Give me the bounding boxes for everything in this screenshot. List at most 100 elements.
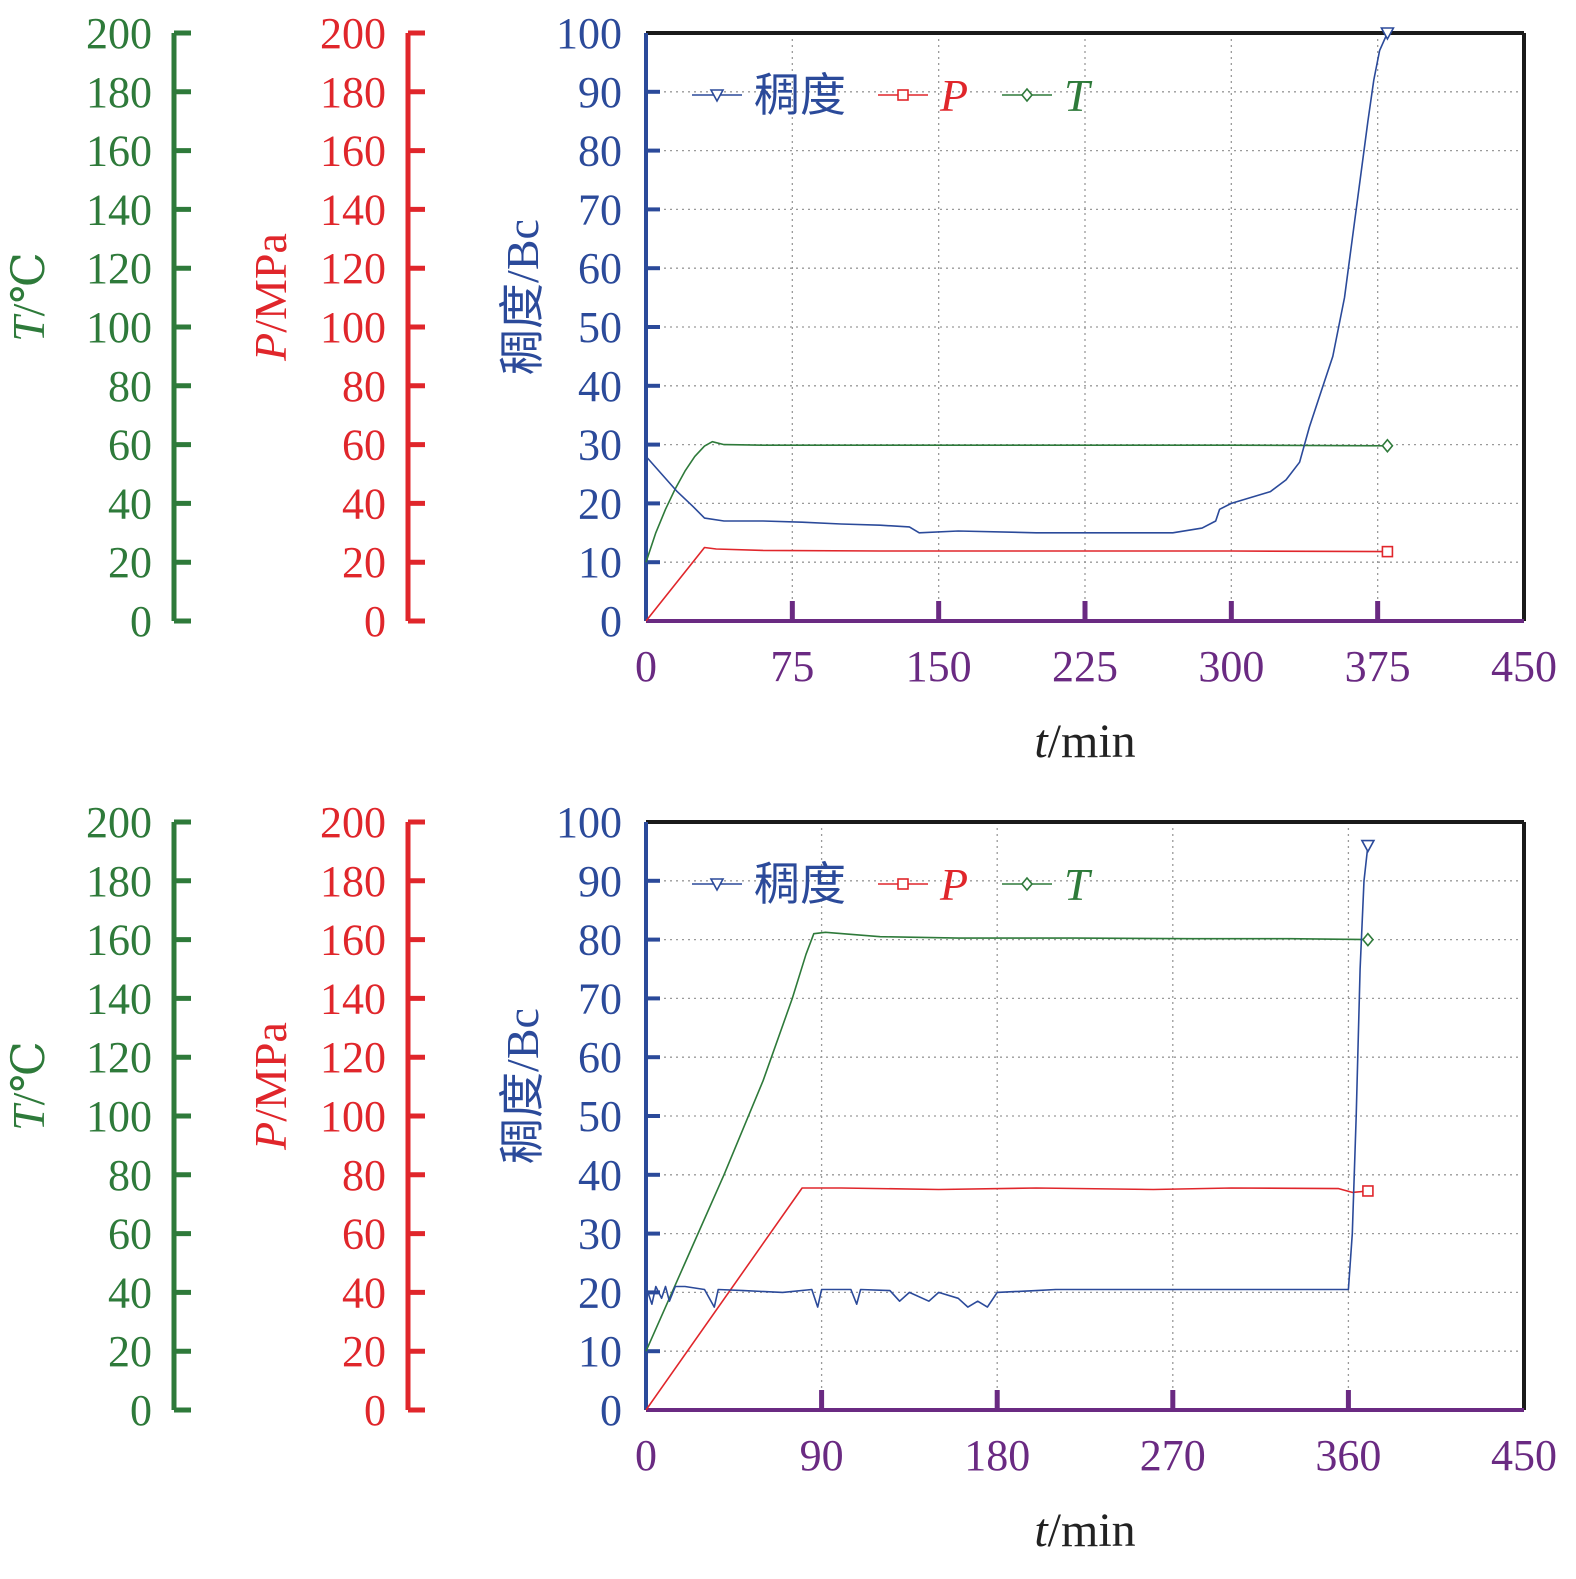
pressure-tick-label: 40 xyxy=(342,1268,386,1317)
temperature-tick-label: 160 xyxy=(86,916,152,965)
consistency-tick-label: 40 xyxy=(578,1151,622,1200)
temperature-tick-label: 200 xyxy=(86,798,152,847)
temperature-axis-title-unit: /℃ xyxy=(3,1041,54,1105)
consistency-tick-label: 60 xyxy=(578,244,622,293)
x-tick-label: 450 xyxy=(1491,642,1557,691)
pressure-tick-label: 160 xyxy=(320,127,386,176)
series-line-temperature xyxy=(645,440,1388,563)
pressure-tick-label: 120 xyxy=(320,1033,386,1082)
consistency-tick-label: 60 xyxy=(578,1033,622,1082)
x-tick-label: 75 xyxy=(770,642,814,691)
x-axis-title: t/min xyxy=(1034,1504,1135,1557)
pressure-tick-label: 60 xyxy=(342,1210,386,1259)
temperature-axis-title: T/℃ xyxy=(3,252,54,342)
legend-marker-pressure xyxy=(897,89,909,101)
x-tick-label: 375 xyxy=(1345,642,1411,691)
chart-panel-2: 0 90 180 270 360 450 t/min 0 10 20 30 40 50 60 70 80 90 1… xyxy=(3,798,1557,1557)
consistency-tick-label: 50 xyxy=(578,303,622,352)
temperature-tick-label: 80 xyxy=(108,1151,152,1200)
series-line-pressure xyxy=(645,1187,1368,1411)
temperature-tick-label: 0 xyxy=(130,597,152,646)
x-tick-label: 180 xyxy=(964,1431,1030,1480)
pressure-tick-label: 80 xyxy=(342,362,386,411)
temperature-tick-label: 40 xyxy=(108,479,152,528)
temperature-tick-label: 20 xyxy=(108,538,152,587)
consistency-tick-label: 70 xyxy=(578,974,622,1023)
x-tick-label: 150 xyxy=(906,642,972,691)
legend-label-temperature: T xyxy=(1064,859,1093,910)
consistency-axis-title-name: 稠度 xyxy=(497,283,548,375)
series-end-marker-pressure xyxy=(1381,545,1394,558)
temperature-tick-label: 80 xyxy=(108,362,152,411)
temperature-axis-title: T/℃ xyxy=(3,1041,54,1131)
pressure-tick-label: 100 xyxy=(320,303,386,352)
chart-panel-1: 0 75 150 225 300 375 450 t/min 0 10 20 30 40 50 60 70 80… xyxy=(3,9,1557,768)
series-end-marker-temperature xyxy=(1361,932,1374,947)
consistency-tick-label: 70 xyxy=(578,185,622,234)
consistency-tick-label: 80 xyxy=(578,916,622,965)
pressure-tick-label: 80 xyxy=(342,1151,386,1200)
pressure-axis-title-symbol: P xyxy=(245,333,296,362)
temperature-tick-label: 0 xyxy=(130,1386,152,1435)
x-axis-title: t/min xyxy=(1034,715,1135,768)
temperature-tick-label: 200 xyxy=(86,9,152,58)
series-line-pressure xyxy=(645,546,1388,622)
pressure-tick-label: 200 xyxy=(320,9,386,58)
consistency-axis-title-name: 稠度 xyxy=(497,1072,548,1164)
temperature-tick-label: 180 xyxy=(86,68,152,117)
consistency-axis-title-unit: /Bc xyxy=(497,1008,548,1072)
consistency-tick-label: 0 xyxy=(600,597,622,646)
x-tick-label: 0 xyxy=(635,642,657,691)
pressure-tick-label: 0 xyxy=(364,1386,386,1435)
temperature-tick-label: 20 xyxy=(108,1327,152,1376)
x-tick-label: 450 xyxy=(1491,1431,1557,1480)
consistency-tick-label: 20 xyxy=(578,479,622,528)
temperature-tick-label: 60 xyxy=(108,1210,152,1259)
temperature-tick-label: 120 xyxy=(86,244,152,293)
x-tick-label: 300 xyxy=(1198,642,1264,691)
pressure-tick-label: 140 xyxy=(320,185,386,234)
pressure-tick-label: 200 xyxy=(320,798,386,847)
consistency-tick-label: 10 xyxy=(578,1327,622,1376)
legend-label-pressure: P xyxy=(939,70,968,121)
legend-label-temperature: T xyxy=(1064,70,1093,121)
temperature-tick-label: 100 xyxy=(86,303,152,352)
legend-marker-temperature xyxy=(1020,87,1034,103)
temperature-tick-label: 100 xyxy=(86,1092,152,1141)
temperature-tick-label: 140 xyxy=(86,974,152,1023)
series-line-consistency xyxy=(645,32,1389,534)
pressure-tick-label: 20 xyxy=(342,538,386,587)
legend-label-consistency: 稠度 xyxy=(754,859,846,910)
pressure-axis-title: P/MPa xyxy=(245,1022,296,1151)
pressure-tick-label: 20 xyxy=(342,1327,386,1376)
consistency-tick-label: 10 xyxy=(578,538,622,587)
series-line-temperature xyxy=(645,931,1368,1352)
legend-marker-pressure xyxy=(897,878,909,890)
pressure-tick-label: 180 xyxy=(320,68,386,117)
consistency-tick-label: 30 xyxy=(578,421,622,470)
series-end-marker-pressure xyxy=(1362,1185,1374,1197)
temperature-axis-title-symbol: T xyxy=(3,313,54,342)
temperature-tick-label: 160 xyxy=(86,127,152,176)
legend-label-consistency: 稠度 xyxy=(754,70,846,121)
x-tick-label: 90 xyxy=(800,1431,844,1480)
pressure-tick-label: 40 xyxy=(342,479,386,528)
pressure-axis-title-symbol: P xyxy=(245,1122,296,1151)
pressure-tick-label: 160 xyxy=(320,916,386,965)
consistency-axis-title: 稠度/Bc xyxy=(497,219,548,375)
x-axis-title-unit: /min xyxy=(1048,1504,1136,1557)
consistency-tick-label: 50 xyxy=(578,1092,622,1141)
x-axis-title-symbol: t xyxy=(1034,715,1049,768)
consistency-tick-label: 30 xyxy=(578,1210,622,1259)
temperature-tick-label: 120 xyxy=(86,1033,152,1082)
pressure-axis-title: P/MPa xyxy=(245,233,296,362)
temperature-axis-title-symbol: T xyxy=(3,1102,54,1131)
consistency-tick-label: 20 xyxy=(578,1268,622,1317)
pressure-axis-title-unit: /MPa xyxy=(245,1022,296,1122)
x-tick-label: 360 xyxy=(1315,1431,1381,1480)
legend-label-pressure: P xyxy=(939,859,968,910)
temperature-axis-title-unit: /℃ xyxy=(3,252,54,316)
pressure-tick-label: 60 xyxy=(342,421,386,470)
